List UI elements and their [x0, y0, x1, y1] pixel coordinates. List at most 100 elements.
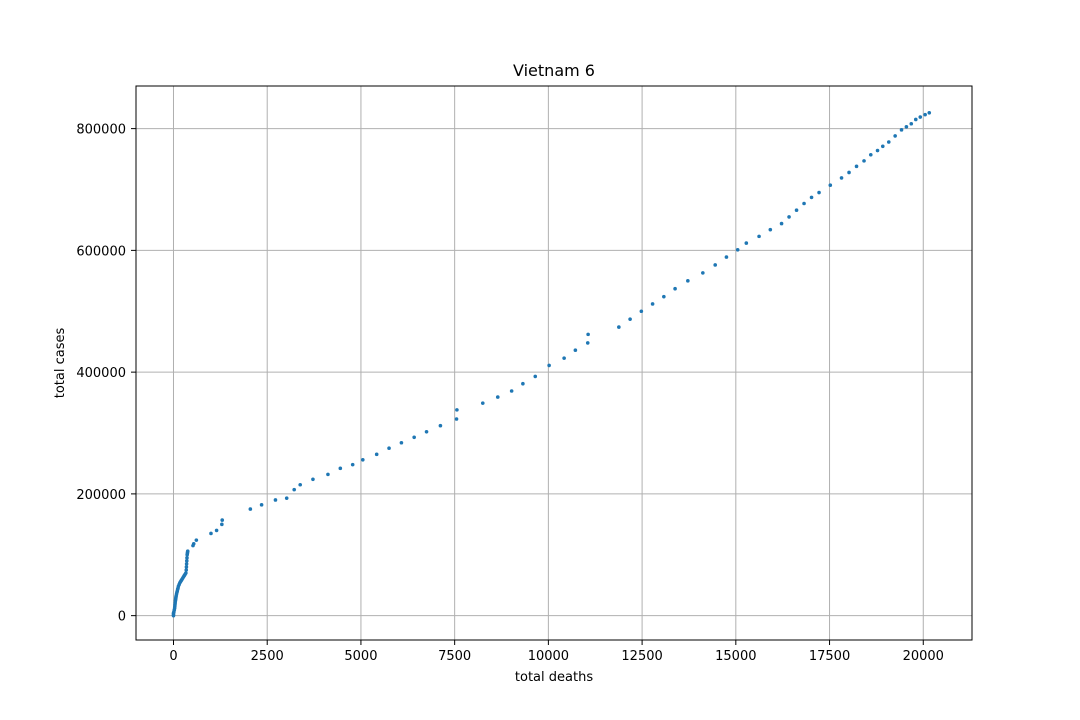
- data-point: [361, 457, 365, 462]
- data-point: [455, 408, 459, 412]
- data-point: [662, 294, 666, 299]
- data-point: [868, 152, 873, 157]
- data-point: [533, 374, 538, 379]
- data-point: [779, 221, 784, 226]
- data-point: [828, 183, 833, 188]
- data-point: [311, 477, 315, 482]
- data-point: [757, 234, 761, 239]
- data-point: [794, 208, 799, 212]
- y-tick-label: 200000: [76, 488, 126, 503]
- data-point: [220, 518, 225, 522]
- data-point: [673, 286, 677, 291]
- data-point: [521, 381, 525, 386]
- data-point: [194, 538, 199, 542]
- data-point: [875, 148, 880, 153]
- data-point: [184, 559, 189, 563]
- x-tick-label: 2500: [251, 649, 284, 664]
- y-tick-label: 0: [118, 610, 126, 625]
- data-point: [454, 417, 459, 421]
- data-point: [412, 435, 416, 440]
- data-point: [259, 503, 264, 507]
- data-point: [862, 159, 866, 163]
- data-point: [273, 498, 278, 502]
- data-point: [628, 317, 632, 321]
- data-point: [724, 255, 729, 259]
- data-point: [214, 528, 219, 533]
- data-point: [185, 549, 190, 553]
- data-point: [909, 121, 914, 126]
- data-point: [573, 348, 578, 353]
- data-point: [854, 164, 859, 169]
- data-point: [399, 440, 404, 445]
- data-point: [547, 363, 551, 368]
- data-point: [893, 134, 897, 138]
- data-point: [839, 176, 844, 180]
- x-tick-label: 17500: [809, 649, 850, 664]
- x-tick-label: 5000: [344, 649, 377, 664]
- data-point: [338, 466, 343, 471]
- data-point: [927, 110, 932, 115]
- data-points: [171, 110, 932, 618]
- data-point: [686, 279, 690, 283]
- data-point: [220, 522, 224, 527]
- data-point: [480, 401, 485, 405]
- data-point: [424, 429, 429, 434]
- data-point: [350, 462, 355, 467]
- y-axis-label: total cases: [53, 328, 68, 399]
- x-tick-label: 15000: [715, 649, 756, 664]
- x-tick-label: 7500: [438, 649, 471, 664]
- data-point: [209, 531, 213, 536]
- x-tick-label: 0: [169, 649, 177, 664]
- data-point: [284, 496, 289, 500]
- data-point: [586, 332, 590, 337]
- data-point: [650, 302, 655, 306]
- x-axis-label: total deaths: [515, 670, 593, 685]
- data-point: [918, 115, 923, 119]
- y-axis-ticks: 0 200000 400000 600000 800000: [76, 123, 136, 625]
- data-point: [185, 556, 189, 560]
- data-point: [191, 542, 196, 546]
- plot-frame: [135, 85, 973, 641]
- data-point: [817, 190, 821, 195]
- data-point: [913, 117, 918, 122]
- data-point: [744, 241, 749, 245]
- chart-title: Vietnam 6: [513, 61, 595, 80]
- data-point: [562, 356, 566, 360]
- data-point: [495, 395, 500, 399]
- x-axis-ticks: 0 2500 5000 7500 10000 12500 15000 17500 20000: [169, 640, 944, 664]
- data-point: [880, 144, 885, 149]
- data-point: [509, 389, 514, 393]
- data-point: [735, 247, 740, 252]
- data-point: [617, 325, 621, 329]
- data-point: [787, 215, 791, 219]
- x-tick-label: 20000: [903, 649, 944, 664]
- data-point: [847, 170, 851, 175]
- data-point: [809, 195, 814, 200]
- data-point: [326, 472, 330, 477]
- data-point: [184, 562, 189, 566]
- data-point: [904, 124, 909, 129]
- y-tick-label: 800000: [76, 123, 126, 138]
- data-point: [923, 112, 927, 117]
- data-point: [184, 571, 188, 575]
- data-point: [387, 446, 391, 451]
- data-point: [701, 271, 705, 275]
- data-point: [184, 565, 189, 569]
- data-point: [886, 140, 891, 144]
- data-point: [802, 201, 806, 206]
- data-point: [184, 568, 189, 572]
- data-point: [374, 452, 379, 457]
- data-point: [438, 423, 443, 428]
- x-tick-label: 10000: [528, 649, 569, 664]
- y-tick-label: 400000: [76, 366, 126, 381]
- data-point: [768, 227, 773, 232]
- x-tick-label: 12500: [621, 649, 662, 664]
- data-point: [639, 309, 644, 314]
- data-point: [248, 507, 253, 511]
- grid-lines: [136, 86, 972, 640]
- data-point: [298, 482, 303, 487]
- y-tick-label: 600000: [76, 244, 126, 259]
- data-point: [899, 128, 904, 132]
- data-point: [292, 487, 297, 492]
